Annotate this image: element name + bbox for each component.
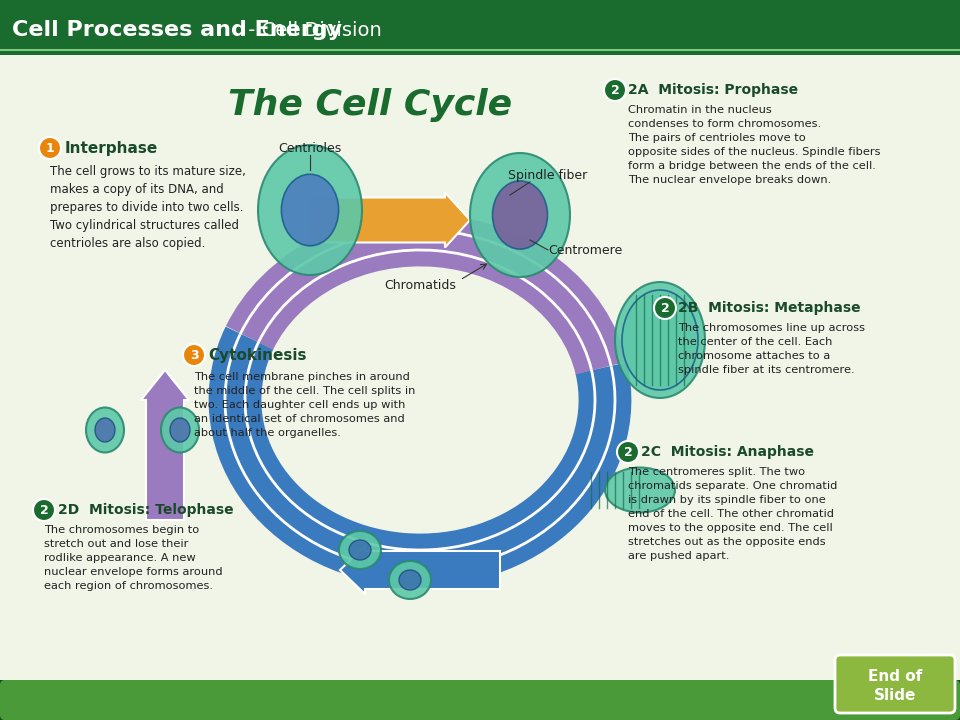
Text: 2: 2	[39, 503, 48, 516]
Text: Centrioles: Centrioles	[278, 142, 342, 155]
FancyArrow shape	[340, 546, 500, 594]
Text: 2: 2	[611, 84, 619, 96]
Ellipse shape	[161, 408, 199, 452]
Text: 2B  Mitosis: Metaphase: 2B Mitosis: Metaphase	[678, 301, 860, 315]
Ellipse shape	[339, 531, 381, 569]
FancyBboxPatch shape	[835, 655, 955, 713]
Text: 2D  Mitosis: Telophase: 2D Mitosis: Telophase	[58, 503, 233, 517]
Text: 2: 2	[660, 302, 669, 315]
Ellipse shape	[622, 290, 698, 390]
Text: 2: 2	[624, 446, 633, 459]
Ellipse shape	[399, 570, 421, 590]
Text: - Cell Division: - Cell Division	[242, 20, 382, 40]
Circle shape	[33, 499, 55, 521]
FancyArrow shape	[141, 370, 189, 520]
Text: The chromosomes begin to
stretch out and lose their
rodlike appearance. A new
nu: The chromosomes begin to stretch out and…	[44, 525, 223, 591]
Text: The Cell Cycle: The Cell Cycle	[228, 88, 512, 122]
Ellipse shape	[86, 408, 124, 452]
Ellipse shape	[615, 282, 705, 398]
Ellipse shape	[605, 467, 675, 513]
Text: 1: 1	[46, 142, 55, 155]
Ellipse shape	[492, 181, 547, 249]
Text: 3: 3	[190, 348, 199, 361]
FancyBboxPatch shape	[0, 55, 960, 720]
Bar	[0, 680, 960, 720]
Text: The cell grows to its mature size,
makes a copy of its DNA, and
prepares to divi: The cell grows to its mature size, makes…	[50, 165, 246, 250]
Text: The chromosomes line up across
the center of the cell. Each
chromosome attaches : The chromosomes line up across the cente…	[678, 323, 865, 375]
FancyBboxPatch shape	[0, 680, 960, 720]
FancyArrow shape	[310, 192, 470, 248]
Text: Cytokinesis: Cytokinesis	[208, 348, 306, 362]
Ellipse shape	[349, 540, 371, 560]
Text: The centromeres split. The two
chromatids separate. One chromatid
is drawn by it: The centromeres split. The two chromatid…	[628, 467, 837, 561]
Circle shape	[604, 79, 626, 101]
Ellipse shape	[389, 561, 431, 599]
Text: Centromere: Centromere	[548, 243, 622, 256]
Ellipse shape	[170, 418, 190, 442]
Circle shape	[654, 297, 676, 319]
Text: The cell membrane pinches in around
the middle of the cell. The cell splits in
t: The cell membrane pinches in around the …	[194, 372, 416, 438]
Circle shape	[39, 137, 61, 159]
Text: Chromatids: Chromatids	[384, 279, 456, 292]
Circle shape	[183, 344, 205, 366]
Ellipse shape	[281, 174, 339, 246]
Text: 2A  Mitosis: Prophase: 2A Mitosis: Prophase	[628, 83, 798, 97]
Ellipse shape	[95, 418, 115, 442]
Ellipse shape	[258, 145, 362, 275]
Circle shape	[617, 441, 639, 463]
Text: Cell Processes and Energy: Cell Processes and Energy	[12, 20, 342, 40]
Text: End of
Slide: End of Slide	[868, 669, 923, 703]
Text: 2C  Mitosis: Anaphase: 2C Mitosis: Anaphase	[641, 445, 814, 459]
Text: Interphase: Interphase	[65, 140, 158, 156]
Text: Chromatin in the nucleus
condenses to form chromosomes.
The pairs of centrioles : Chromatin in the nucleus condenses to fo…	[628, 105, 880, 185]
Ellipse shape	[470, 153, 570, 277]
Text: Spindle fiber: Spindle fiber	[509, 168, 588, 181]
Bar	[0, 0, 960, 55]
